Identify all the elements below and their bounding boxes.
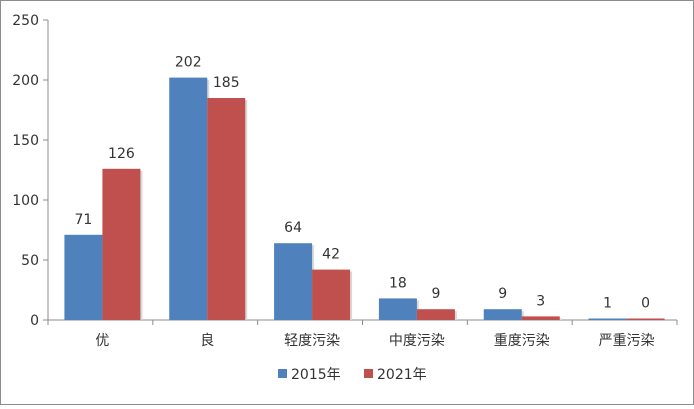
x-category-label: 轻度污染 xyxy=(284,333,340,349)
data-label: 64 xyxy=(284,220,302,236)
bar-series1 xyxy=(588,318,627,320)
bar-series2 xyxy=(102,168,141,320)
data-label: 71 xyxy=(75,212,93,228)
x-category-label: 严重污染 xyxy=(599,333,655,349)
bar-series1 xyxy=(64,234,103,320)
x-category-label: 中度污染 xyxy=(389,333,445,349)
legend: 2015年 2021年 xyxy=(278,367,427,383)
bar-series2 xyxy=(521,316,560,320)
bar-series2 xyxy=(416,309,455,320)
y-tick-label: 100 xyxy=(12,193,39,209)
x-axis-categories: 优 良 轻度污染 中度污染 重度污染 严重污染 xyxy=(95,333,654,349)
bar-series1 xyxy=(378,298,417,320)
y-tick-label: 150 xyxy=(12,133,39,149)
bar-series2 xyxy=(207,98,246,320)
x-category-label: 优 xyxy=(95,333,109,349)
bar-series1 xyxy=(274,243,313,320)
data-label: 202 xyxy=(175,55,202,71)
bars xyxy=(64,77,665,320)
x-category-label: 良 xyxy=(200,333,214,349)
data-label: 9 xyxy=(431,286,440,302)
data-label: 3 xyxy=(536,293,545,309)
data-label: 185 xyxy=(213,75,240,91)
data-label: 18 xyxy=(389,275,407,291)
y-tick-label: 50 xyxy=(21,253,39,269)
y-tick-label: 0 xyxy=(30,313,39,329)
y-tick-label: 250 xyxy=(12,13,39,29)
legend-swatch xyxy=(364,369,373,378)
axes xyxy=(47,20,678,325)
bar-series2 xyxy=(312,269,351,320)
data-label: 126 xyxy=(108,146,135,162)
data-label: 42 xyxy=(322,247,340,263)
y-axis-ticks: 0 50 100 150 200 250 xyxy=(12,13,48,329)
bar-series1 xyxy=(169,77,208,320)
bar-series2 xyxy=(626,318,665,320)
data-labels: 71 126 202 185 64 42 18 9 9 3 1 0 xyxy=(75,55,651,312)
data-label: 9 xyxy=(498,286,507,302)
data-label: 1 xyxy=(603,296,612,312)
y-tick-label: 200 xyxy=(12,73,39,89)
bar-series1 xyxy=(483,309,522,320)
legend-swatch xyxy=(278,369,287,378)
data-label: 0 xyxy=(641,296,650,312)
legend-label: 2015年 xyxy=(291,367,341,383)
legend-label: 2021年 xyxy=(377,367,427,383)
x-category-label: 重度污染 xyxy=(494,333,550,349)
